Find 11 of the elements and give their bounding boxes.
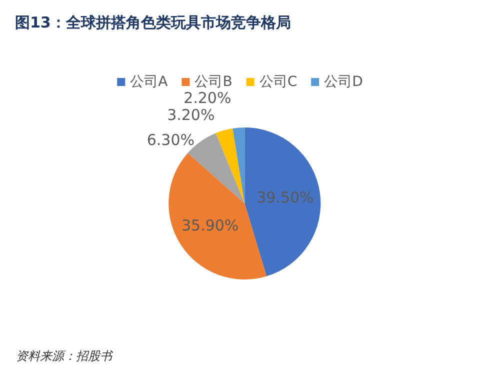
chart-title: 图13：全球拼搭角色类玩具市场竞争格局 [15, 14, 291, 32]
data-label: 35.90% [181, 216, 239, 235]
data-label: 6.30% [146, 130, 195, 149]
legend-label: 公司B [194, 74, 232, 90]
legend-label: 公司C [259, 74, 298, 90]
data-label: 39.50% [256, 188, 314, 207]
legend-label: 公司D [324, 74, 363, 90]
text: 资料来源：招股书 [16, 349, 114, 363]
data-label: 2.20% [184, 88, 232, 107]
legend-label: 公司A [130, 74, 168, 90]
data-label: 3.20% [167, 106, 215, 124]
